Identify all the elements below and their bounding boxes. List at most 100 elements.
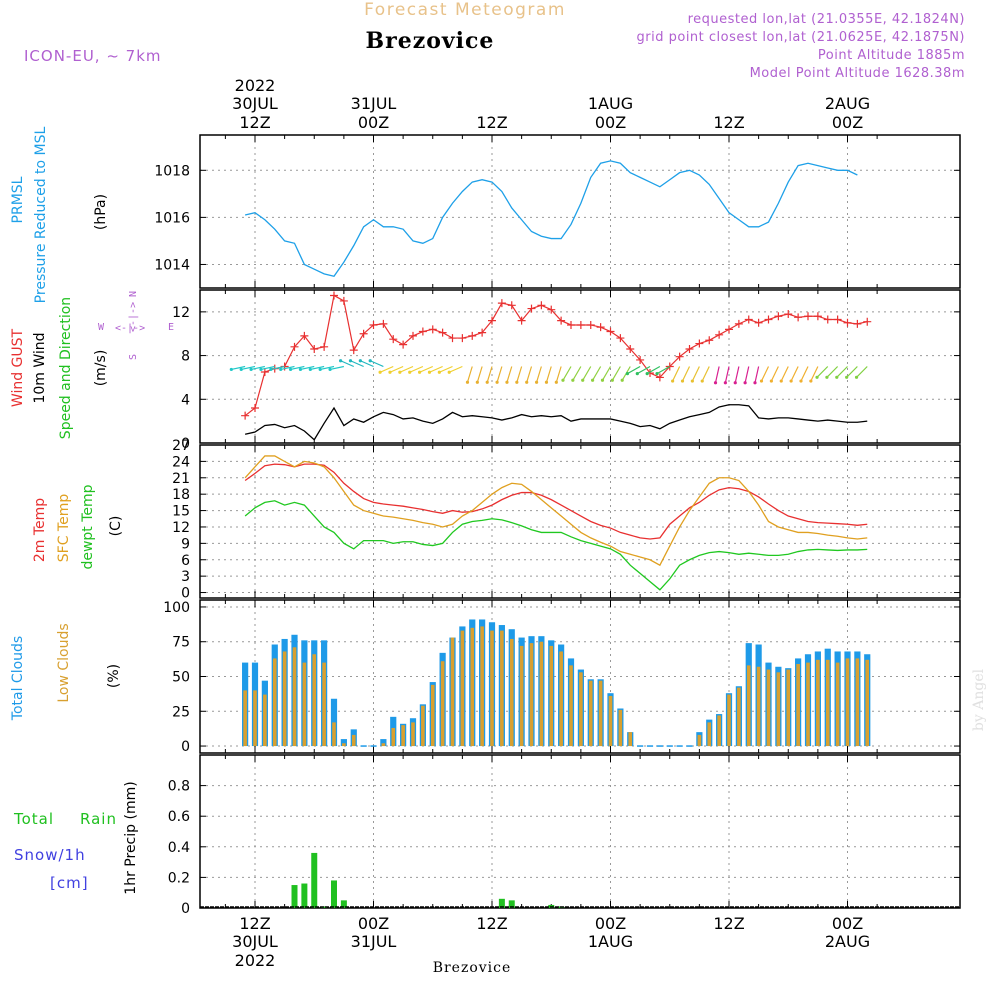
- y-tick-label: 12: [172, 305, 190, 321]
- gust-marker: [359, 329, 368, 338]
- wind-arrow: [724, 366, 730, 383]
- y-tick-label: 0: [181, 436, 190, 452]
- wind-arrowhead: [288, 367, 293, 372]
- gust-marker: [369, 320, 378, 329]
- precip-snow-label: Snow/1h: [14, 846, 86, 864]
- wind-arrowhead: [358, 359, 362, 363]
- wind-arrow: [360, 360, 374, 368]
- location-title: Brezovice: [366, 28, 495, 54]
- gust-marker: [478, 328, 487, 337]
- wind-arrow: [350, 360, 364, 368]
- bottom-axis-hour: 12Z: [713, 914, 744, 933]
- panel-frame: [199, 134, 961, 289]
- wind-arrow: [379, 365, 394, 373]
- wind-arrow: [399, 365, 414, 373]
- wind-arrow: [409, 365, 424, 373]
- panel-frame: [199, 754, 961, 909]
- bottom-axis-year: 2022: [235, 951, 276, 970]
- panel-precipitation: 0 0.2 0.4 0.6 0.8: [168, 754, 961, 917]
- low-cloud-bar: [430, 684, 435, 747]
- wind-arrow: [672, 366, 681, 382]
- gust-marker: [389, 335, 398, 344]
- gust-marker: [330, 291, 338, 300]
- wind-arrow: [592, 366, 602, 381]
- wind-arrowhead: [239, 367, 243, 372]
- gust-marker: [843, 318, 852, 327]
- wind-arrow: [790, 366, 799, 382]
- panel-frame: [199, 444, 961, 599]
- compass-rose: W <-|-> E N S <-|->: [98, 291, 174, 360]
- rain-bar: [301, 883, 308, 908]
- wind-speed-line: [244, 404, 868, 441]
- low-cloud-bar: [737, 687, 741, 747]
- wind-arrow: [496, 366, 503, 383]
- wind-arrowhead: [713, 381, 718, 385]
- low-cloud-bar: [480, 626, 484, 747]
- precip-unit: 1hr Precip (mm): [123, 781, 139, 894]
- gust-marker: [725, 325, 733, 334]
- low-cloud-bar: [529, 643, 534, 747]
- wind-arrow: [744, 366, 750, 383]
- wind-arrow: [555, 366, 562, 383]
- low-cloud-bar: [628, 732, 633, 747]
- low-cloud-bar: [579, 672, 583, 747]
- y-tick-label: 0.2: [168, 870, 190, 886]
- wind-arrow: [429, 365, 443, 373]
- panel-frame: [199, 289, 961, 444]
- gust-marker: [853, 319, 862, 328]
- low-cloud-bar: [282, 651, 287, 747]
- low-cloud-bar: [272, 658, 277, 747]
- y-tick-label: 0.4: [168, 840, 190, 856]
- wind-arrowhead: [655, 371, 659, 376]
- top-axis-date: 31JUL: [351, 94, 397, 113]
- top-axis-hour: 00Z: [595, 113, 626, 132]
- wind-arrow: [846, 366, 858, 378]
- wind-arrow: [836, 366, 848, 378]
- top-axis-hour: 12Z: [476, 113, 507, 132]
- gust-marker: [458, 334, 467, 343]
- wind-arrow: [562, 366, 572, 381]
- wind-arrow: [611, 366, 621, 381]
- y-tick-label: 9: [181, 536, 190, 552]
- bottom-axis-hour: 12Z: [239, 914, 270, 933]
- low-cloud-bar: [539, 641, 544, 747]
- compass-e: E: [168, 322, 174, 333]
- model-label: ICON-EU, ~ 7km: [24, 47, 162, 65]
- compass-arrows-we: <-|->: [115, 323, 145, 334]
- gridpoint-coords: grid point closest lon,lat (21.0625E, 42…: [637, 30, 965, 45]
- low-cloud-bar: [618, 709, 623, 747]
- gust-marker: [606, 327, 615, 336]
- wind-arrowhead: [581, 378, 585, 382]
- wind-arrow: [516, 366, 523, 383]
- wind-arrowhead: [690, 379, 694, 383]
- gust-marker: [251, 404, 259, 413]
- low-cloud-bar: [598, 680, 603, 747]
- gust-marker: [468, 331, 477, 340]
- wind-arrow: [260, 365, 275, 371]
- gust-marker: [863, 317, 872, 326]
- top-axis-hour: 12Z: [713, 113, 744, 132]
- low-cloud-bar: [292, 647, 297, 747]
- wind-arrow: [300, 365, 315, 371]
- y-tick-label: 12: [172, 520, 190, 536]
- rain-bar: [340, 900, 347, 908]
- wind-arrow: [701, 366, 710, 382]
- gust-marker: [567, 320, 575, 329]
- low-cloud-bar: [786, 669, 791, 747]
- y-tick-label: 21: [172, 471, 190, 487]
- low-cloud-bar: [401, 725, 405, 747]
- wind-arrowhead: [465, 380, 470, 384]
- wind-arrowhead: [799, 379, 803, 383]
- top-axis-date: 1AUG: [588, 94, 633, 113]
- pressure-label-a: PRMSL: [10, 176, 26, 223]
- temp-sfc-label: SFC Temp: [56, 494, 72, 563]
- gust-marker: [823, 315, 832, 324]
- low-cloud-bar: [569, 665, 573, 747]
- watermark: by Angel: [971, 668, 987, 731]
- wind-arrowhead: [249, 367, 253, 372]
- wind-arrowhead: [298, 367, 303, 372]
- low-cloud-bar: [411, 722, 415, 747]
- top-axis-year: 2022: [235, 76, 276, 95]
- low-cloud-bar: [381, 743, 386, 747]
